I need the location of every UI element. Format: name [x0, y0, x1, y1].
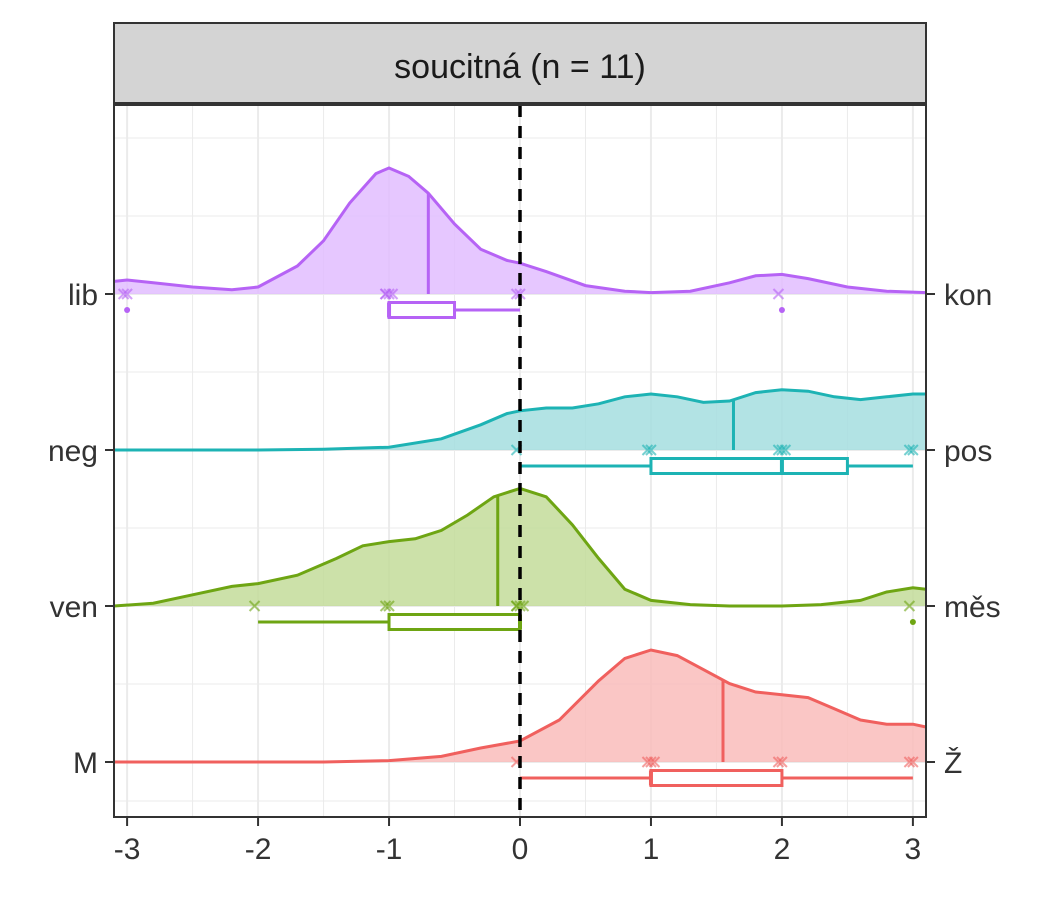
data-point	[117, 288, 130, 300]
strip-background	[113, 22, 927, 104]
data-point	[907, 756, 919, 768]
x-tick-label: -1	[376, 833, 403, 866]
x-tick-label: 0	[512, 833, 529, 866]
data-point	[248, 600, 261, 612]
x-tick-label: 3	[905, 833, 922, 866]
x-tick-label: 1	[643, 833, 660, 866]
x-tick-label: 2	[774, 833, 791, 866]
y-tick-label-left: ven	[50, 591, 98, 624]
data-point	[648, 756, 661, 768]
y-tick-label-left: M	[73, 747, 98, 780]
data-point	[907, 444, 919, 456]
density-line	[114, 388, 926, 452]
density-line	[114, 648, 927, 764]
box	[649, 769, 784, 787]
axes: -3 -2 -1 0 1 2 3 lib kon neg pos ven měs M Ž	[48, 279, 1001, 866]
x-tick-label: -2	[245, 833, 272, 866]
density-line	[113, 166, 927, 295]
y-tick-label-right: měs	[944, 591, 1001, 624]
y-tick-label-right: pos	[944, 435, 992, 468]
ridge-lib	[113, 166, 927, 319]
data-point	[645, 444, 657, 456]
data-point	[776, 756, 788, 768]
strip-title: soucitná (n = 11)	[394, 48, 646, 86]
data-point	[779, 444, 792, 456]
y-tick-label-left: lib	[68, 279, 98, 312]
y-tick-label-right: Ž	[944, 747, 962, 780]
data-point	[641, 444, 654, 456]
data-point	[903, 444, 916, 456]
data-point	[383, 288, 395, 300]
box	[387, 613, 522, 631]
outlier-point	[778, 307, 785, 313]
data-point	[379, 600, 392, 612]
data-point	[645, 756, 657, 768]
data-point	[514, 600, 526, 612]
density-area	[114, 168, 926, 294]
x-tick-label: -3	[114, 833, 141, 866]
y-tick-label-right: kon	[944, 279, 992, 312]
data-point	[383, 600, 395, 612]
outlier-point	[909, 619, 916, 625]
data-point	[772, 756, 785, 768]
data-point	[903, 756, 916, 768]
data-point	[772, 288, 785, 300]
ridge-M	[114, 648, 927, 787]
box	[649, 457, 849, 475]
box	[387, 301, 457, 319]
data-point	[776, 444, 788, 456]
data-point	[903, 600, 916, 612]
ridge-neg	[114, 388, 926, 475]
outlier-point	[124, 307, 131, 313]
density-area	[114, 389, 926, 450]
data-point	[379, 288, 392, 300]
data-point	[121, 288, 133, 300]
y-tick-label-left: neg	[48, 435, 98, 468]
